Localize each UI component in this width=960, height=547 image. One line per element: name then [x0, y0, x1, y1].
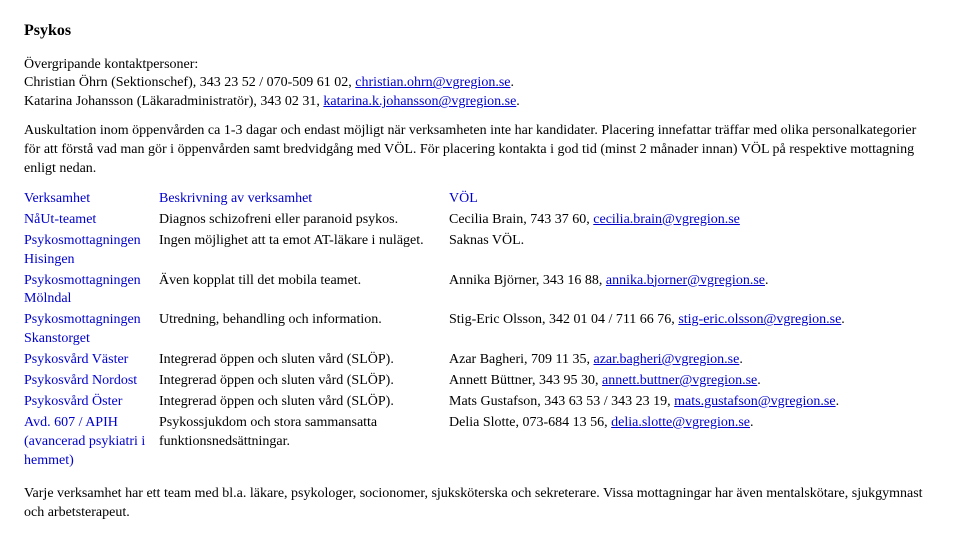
vol-text: Saknas VÖL. — [449, 233, 524, 248]
contact-1-text: Christian Öhrn (Sektionschef), 343 23 52… — [24, 75, 355, 90]
vol-text: Mats Gustafson, 343 63 53 / 343 23 19, — [449, 394, 674, 409]
vol-email[interactable]: mats.gustafson@vgregion.se — [674, 394, 835, 409]
cell-beskrivning: Integrerad öppen och sluten vård (SLÖP). — [159, 392, 449, 413]
table-row: Psykosmottagningen SkanstorgetUtredning,… — [24, 310, 936, 350]
col-header-beskrivning: Beskrivning av verksamhet — [159, 189, 449, 210]
vol-suffix: . — [757, 373, 761, 388]
vol-text: Annett Büttner, 343 95 30, — [449, 373, 602, 388]
table-header-row: Verksamhet Beskrivning av verksamhet VÖL — [24, 189, 936, 210]
vol-text: Cecilia Brain, 743 37 60, — [449, 212, 593, 227]
cell-verksamhet: Avd. 607 / APIH (avancerad psykiatri i h… — [24, 413, 159, 472]
vol-suffix: . — [765, 273, 769, 288]
vol-suffix: . — [841, 312, 845, 327]
cell-beskrivning: Även kopplat till det mobila teamet. — [159, 271, 449, 311]
cell-vol: Cecilia Brain, 743 37 60, cecilia.brain@… — [449, 210, 936, 231]
vol-suffix: . — [739, 352, 743, 367]
cell-verksamhet: Psykosvård Väster — [24, 350, 159, 371]
vol-email[interactable]: azar.bagheri@vgregion.se — [594, 352, 740, 367]
col-header-verksamhet: Verksamhet — [24, 189, 159, 210]
description-paragraph: Auskultation inom öppenvården ca 1-3 dag… — [24, 122, 936, 179]
activities-table: Verksamhet Beskrivning av verksamhet VÖL… — [24, 189, 936, 471]
footer-note: Varje verksamhet har ett team med bl.a. … — [24, 485, 936, 523]
vol-suffix: . — [836, 394, 840, 409]
table-row: Psykosvård VästerIntegrerad öppen och sl… — [24, 350, 936, 371]
vol-text: Stig-Eric Olsson, 342 01 04 / 711 66 76, — [449, 312, 678, 327]
cell-verksamhet: Psykosmottagningen Skanstorget — [24, 310, 159, 350]
table-row: NåUt-teametDiagnos schizofreni eller par… — [24, 210, 936, 231]
page-title: Psykos — [24, 20, 936, 42]
cell-vol: Mats Gustafson, 343 63 53 / 343 23 19, m… — [449, 392, 936, 413]
cell-vol: Annett Büttner, 343 95 30, annett.buttne… — [449, 371, 936, 392]
cell-vol: Delia Slotte, 073-684 13 56, delia.slott… — [449, 413, 936, 472]
contact-2-email[interactable]: katarina.k.johansson@vgregion.se — [323, 94, 516, 109]
vol-suffix: . — [750, 415, 754, 430]
cell-beskrivning: Integrerad öppen och sluten vård (SLÖP). — [159, 371, 449, 392]
cell-verksamhet: Psykosvård Öster — [24, 392, 159, 413]
cell-beskrivning: Ingen möjlighet att ta emot AT-läkare i … — [159, 231, 449, 271]
cell-vol: Annika Björner, 343 16 88, annika.bjorne… — [449, 271, 936, 311]
intro-block: Övergripande kontaktpersoner: Christian … — [24, 56, 936, 113]
cell-beskrivning: Integrerad öppen och sluten vård (SLÖP). — [159, 350, 449, 371]
cell-verksamhet: Psykosmottagningen Hisingen — [24, 231, 159, 271]
table-row: Psykosvård NordostIntegrerad öppen och s… — [24, 371, 936, 392]
intro-heading: Övergripande kontaktpersoner: — [24, 57, 198, 72]
vol-email[interactable]: delia.slotte@vgregion.se — [611, 415, 750, 430]
col-header-vol: VÖL — [449, 189, 936, 210]
vol-text: Delia Slotte, 073-684 13 56, — [449, 415, 611, 430]
table-row: Psykosvård ÖsterIntegrerad öppen och slu… — [24, 392, 936, 413]
table-row: Psykosmottagningen MölndalÄven kopplat t… — [24, 271, 936, 311]
vol-text: Azar Bagheri, 709 11 35, — [449, 352, 594, 367]
vol-text: Annika Björner, 343 16 88, — [449, 273, 606, 288]
contact-2-suffix: . — [516, 94, 520, 109]
cell-beskrivning: Diagnos schizofreni eller paranoid psyko… — [159, 210, 449, 231]
vol-email[interactable]: stig-eric.olsson@vgregion.se — [678, 312, 841, 327]
table-row: Psykosmottagningen HisingenIngen möjligh… — [24, 231, 936, 271]
table-row: Avd. 607 / APIH (avancerad psykiatri i h… — [24, 413, 936, 472]
cell-vol: Azar Bagheri, 709 11 35, azar.bagheri@vg… — [449, 350, 936, 371]
cell-beskrivning: Utredning, behandling och information. — [159, 310, 449, 350]
cell-verksamhet: NåUt-teamet — [24, 210, 159, 231]
vol-email[interactable]: cecilia.brain@vgregion.se — [593, 212, 740, 227]
cell-verksamhet: Psykosvård Nordost — [24, 371, 159, 392]
cell-beskrivning: Psykossjukdom och stora sammansatta funk… — [159, 413, 449, 472]
contact-1-email[interactable]: christian.ohrn@vgregion.se — [355, 75, 510, 90]
vol-email[interactable]: annika.bjorner@vgregion.se — [606, 273, 765, 288]
vol-email[interactable]: annett.buttner@vgregion.se — [602, 373, 757, 388]
contact-1-suffix: . — [511, 75, 515, 90]
cell-vol: Saknas VÖL. — [449, 231, 936, 271]
contact-2-text: Katarina Johansson (Läkaradministratör),… — [24, 94, 323, 109]
cell-verksamhet: Psykosmottagningen Mölndal — [24, 271, 159, 311]
cell-vol: Stig-Eric Olsson, 342 01 04 / 711 66 76,… — [449, 310, 936, 350]
